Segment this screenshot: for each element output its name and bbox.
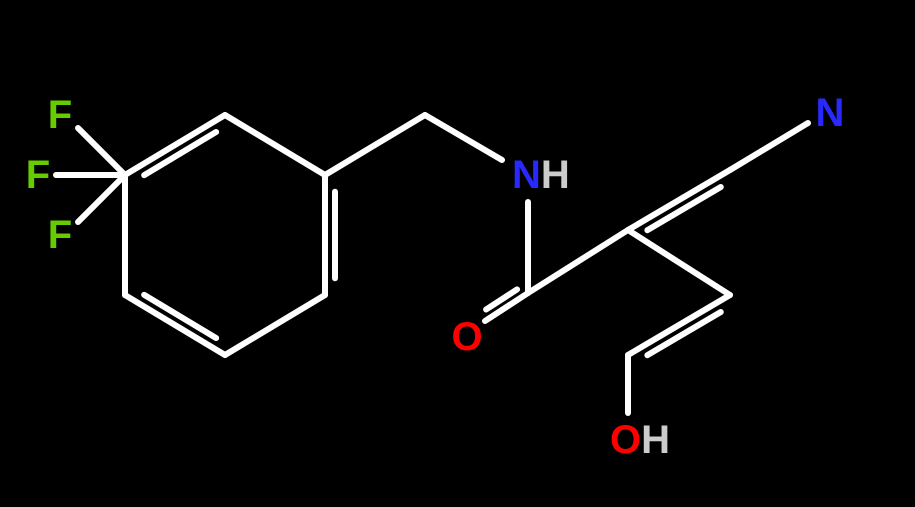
atom-label: F xyxy=(48,213,72,257)
atom-label: F xyxy=(48,93,72,137)
atom-label: O xyxy=(451,315,482,359)
atom-label: OH xyxy=(610,418,670,462)
atom-label: NH xyxy=(512,153,570,197)
canvas-background xyxy=(0,0,915,507)
molecule-diagram: FFFNHNOOH xyxy=(0,0,915,507)
atom-label: F xyxy=(26,153,50,197)
atom-label: N xyxy=(816,91,845,135)
